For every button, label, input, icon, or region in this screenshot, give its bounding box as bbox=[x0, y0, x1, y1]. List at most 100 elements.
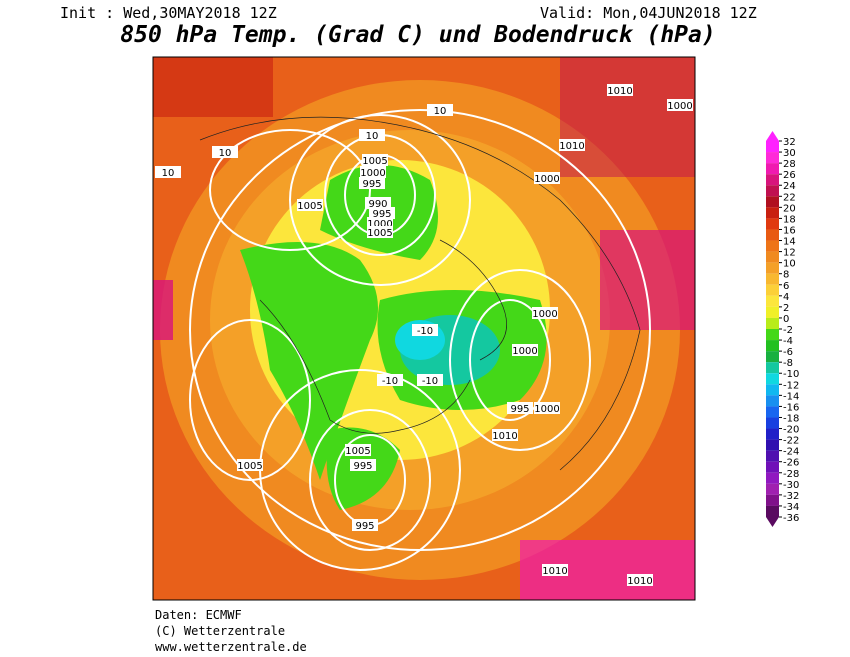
label-box bbox=[352, 519, 378, 531]
colorbar-top-arrow bbox=[766, 131, 779, 141]
label-box bbox=[417, 374, 443, 386]
colorbar-bottom-arrow bbox=[766, 517, 779, 527]
colorbar-tick-label: 30 bbox=[783, 148, 796, 159]
colorbar-tick-label: -8 bbox=[783, 358, 793, 369]
isobar-label: 995 bbox=[510, 404, 529, 415]
label-box bbox=[377, 374, 403, 386]
isobar-label: 995 bbox=[372, 209, 391, 220]
colorbar-band bbox=[766, 384, 779, 396]
label-box bbox=[350, 459, 376, 471]
colorbar-band bbox=[766, 406, 779, 418]
label-box bbox=[559, 139, 585, 151]
colorbar-tick-label: 12 bbox=[783, 248, 796, 259]
isobar-label: -10 bbox=[422, 376, 438, 387]
label-box bbox=[532, 307, 558, 319]
colorbar-tick-label: -30 bbox=[783, 480, 799, 491]
colorbar-band bbox=[766, 240, 779, 252]
footer-copyright: (C) Wetterzentrale bbox=[155, 624, 286, 638]
colorbar-band bbox=[766, 362, 779, 374]
isobar-label: 1010 bbox=[492, 431, 517, 442]
label-box bbox=[360, 166, 386, 178]
isobar-label: -10 bbox=[382, 376, 398, 387]
colorbar-band bbox=[766, 251, 779, 263]
isobar-label: 1000 bbox=[534, 404, 559, 415]
colorbar-band bbox=[766, 395, 779, 407]
colorbar-tick-label: -10 bbox=[783, 369, 799, 380]
isobar-label: 995 bbox=[362, 179, 381, 190]
colorbar-tick-label: 32 bbox=[783, 137, 796, 148]
isobar-label: 1010 bbox=[627, 576, 652, 587]
isobar-label: 10 bbox=[434, 106, 447, 117]
colorbar-tick-label: -32 bbox=[783, 491, 799, 502]
colorbar-band bbox=[766, 284, 779, 296]
isobar-label: 1005 bbox=[297, 201, 322, 212]
map-field bbox=[153, 57, 695, 600]
label-box bbox=[359, 129, 385, 141]
colorbar-band bbox=[766, 428, 779, 440]
isobar-label: 1000 bbox=[367, 219, 392, 230]
colorbar-band bbox=[766, 306, 779, 318]
colorbar-band bbox=[766, 218, 779, 230]
colorbar-band bbox=[766, 152, 779, 164]
isobar-label: 1005 bbox=[345, 446, 370, 457]
isobar-label: 1000 bbox=[667, 101, 692, 112]
map-frame bbox=[152, 56, 696, 601]
label-box bbox=[362, 154, 388, 166]
colorbar-tick-label: 10 bbox=[783, 259, 796, 270]
colorbar-tick-label: -4 bbox=[783, 336, 793, 347]
colorbar-tick-label: 18 bbox=[783, 214, 796, 225]
label-box bbox=[507, 402, 533, 414]
label-box bbox=[427, 104, 453, 116]
colorbar-band bbox=[766, 505, 779, 517]
colorbar-band bbox=[766, 174, 779, 186]
colorbar-tick-label: 20 bbox=[783, 203, 796, 214]
colorbar-tick-label: 2 bbox=[783, 303, 789, 314]
isobar-label: 1005 bbox=[367, 228, 392, 239]
colorbar-tick-label: -20 bbox=[783, 425, 799, 436]
label-box bbox=[297, 199, 323, 211]
colorbar-band bbox=[766, 417, 779, 429]
isobar-label: 995 bbox=[353, 461, 372, 472]
label-box bbox=[667, 99, 693, 111]
label-box bbox=[367, 226, 393, 238]
isobar-label: 1005 bbox=[237, 461, 262, 472]
isobar-label: 1000 bbox=[512, 346, 537, 357]
colorbar-tick-label: 26 bbox=[783, 170, 796, 181]
label-box bbox=[212, 146, 238, 158]
isobar-label: 995 bbox=[355, 521, 374, 532]
colorbar-tick-label: 28 bbox=[783, 159, 796, 170]
colorbar-tick-label: 22 bbox=[783, 192, 796, 203]
colorbar-tick-label: -14 bbox=[783, 391, 799, 402]
label-box bbox=[237, 459, 263, 471]
label-box bbox=[412, 324, 438, 336]
label-box bbox=[345, 444, 371, 456]
label-box bbox=[627, 574, 653, 586]
isobar-label: 990 bbox=[368, 199, 387, 210]
isobar-label: 1005 bbox=[362, 156, 387, 167]
footer-source: Daten: ECMWF bbox=[155, 608, 242, 622]
colorbar-band bbox=[766, 450, 779, 462]
label-box bbox=[359, 177, 385, 189]
colorbar-tick-label: -24 bbox=[783, 447, 799, 458]
label-box bbox=[542, 564, 568, 576]
isobar-label: -10 bbox=[417, 326, 433, 337]
colorbar-tick-label: -2 bbox=[783, 325, 793, 336]
label-box bbox=[492, 429, 518, 441]
colorbar-tick-label: -26 bbox=[783, 458, 799, 469]
colorbar-tick-label: 14 bbox=[783, 237, 796, 248]
colorbar-band bbox=[766, 163, 779, 175]
colorbar-tick-label: 4 bbox=[783, 292, 789, 303]
isobar-label: 10 bbox=[162, 168, 175, 179]
colorbar-tick-label: 16 bbox=[783, 225, 796, 236]
colorbar-tick-label: 8 bbox=[783, 270, 789, 281]
colorbar-band bbox=[766, 295, 779, 307]
colorbar-tick-label: -34 bbox=[783, 502, 799, 513]
colorbar-tick-label: -18 bbox=[783, 413, 799, 424]
colorbar-band bbox=[766, 329, 779, 341]
colorbar-band bbox=[766, 461, 779, 473]
colorbar-band bbox=[766, 494, 779, 506]
colorbar-band bbox=[766, 340, 779, 352]
init-time: Init : Wed,30MAY2018 12Z bbox=[60, 4, 277, 22]
colorbar-band bbox=[766, 196, 779, 208]
isobar-label: 1000 bbox=[360, 168, 385, 179]
